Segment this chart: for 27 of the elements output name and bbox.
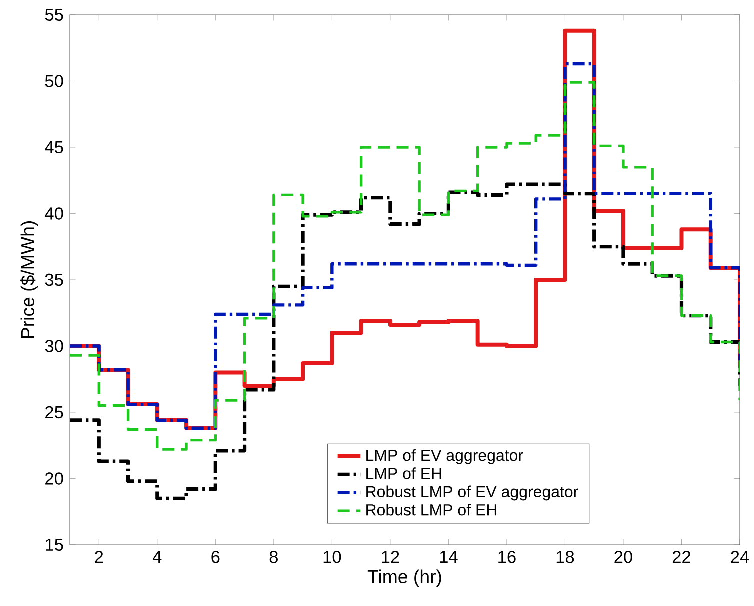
y-tick-label: 20: [46, 472, 64, 485]
y-tick-label: 15: [46, 538, 64, 552]
x-tick-label: 2: [95, 551, 104, 564]
x-tick-label: 16: [498, 551, 516, 564]
y-tick-label: 45: [45, 141, 64, 154]
y-tick-label: 55: [45, 8, 64, 22]
x-tick-label: 18: [556, 551, 574, 564]
legend-label: LMP of EV aggregator: [366, 449, 524, 464]
y-tick-label: 25: [46, 406, 64, 419]
y-tick-label: 30: [45, 340, 64, 352]
x-tick-label: 4: [152, 551, 162, 563]
x-tick-label: 8: [270, 551, 278, 564]
legend-label: Robust LMP of EH: [366, 504, 496, 516]
y-axis-title: Price ($/MWh): [20, 222, 38, 338]
x-tick-label: 10: [324, 551, 342, 564]
legend-label: LMP of EH: [366, 468, 442, 480]
x-tick-label: 22: [672, 551, 690, 564]
x-tick-label: 6: [212, 551, 220, 564]
x-axis-title: Time (hr): [368, 570, 442, 588]
legend-label: Robust LMP of EV aggregator: [366, 486, 578, 501]
y-tick-label: 35: [45, 274, 64, 286]
x-tick-label: 14: [440, 551, 458, 563]
y-tick-label: 40: [45, 208, 64, 220]
x-tick-label: 20: [614, 551, 632, 564]
y-tick-label: 50: [45, 75, 64, 88]
x-tick-label: 12: [382, 551, 400, 564]
x-tick-label: 24: [731, 551, 750, 564]
